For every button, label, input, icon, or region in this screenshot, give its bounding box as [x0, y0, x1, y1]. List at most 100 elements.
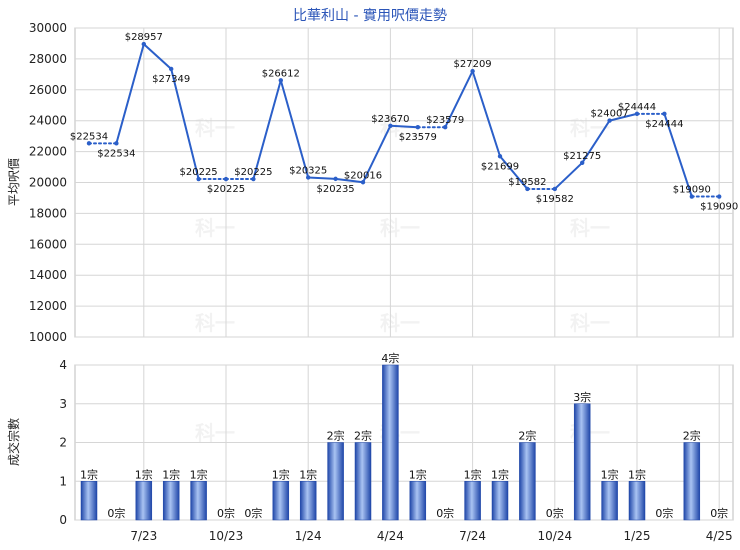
- volume-tick-label: 3: [59, 397, 67, 411]
- volume-bar: [272, 481, 290, 521]
- volume-data-label: 2宗: [354, 429, 372, 443]
- watermark-text: 科一: [380, 116, 420, 140]
- volume-data-label: 0宗: [546, 506, 564, 520]
- price-axis-label: 平均呎價: [7, 158, 21, 206]
- x-tick-label: 4/25: [706, 529, 733, 543]
- chart-title: 比華利山 - 實用呎價走勢: [293, 7, 447, 24]
- price-tick-label: 20000: [29, 176, 67, 190]
- price-data-label: $23670: [371, 114, 409, 125]
- watermark-text: 科一: [380, 311, 420, 335]
- price-line-segment: [444, 70, 474, 129]
- watermark-text: 科一: [570, 311, 610, 335]
- price-line-segment: [663, 112, 693, 198]
- price-point: [689, 194, 694, 199]
- volume-tick-label: 2: [59, 436, 67, 450]
- volume-bar: [628, 481, 646, 521]
- price-point: [251, 176, 256, 182]
- price-data-label: $23579: [426, 115, 464, 126]
- price-point: [388, 123, 393, 128]
- watermark-text: 科一: [380, 216, 420, 240]
- price-data-label: $27209: [454, 59, 492, 70]
- volume-bar: [519, 442, 536, 521]
- price-point: [169, 66, 174, 72]
- volume-bar: [464, 481, 481, 521]
- price-data-label: $19582: [536, 194, 574, 205]
- price-tick-label: 10000: [29, 330, 67, 344]
- price-data-label: $26612: [262, 68, 300, 79]
- volume-bar: [327, 442, 344, 521]
- price-line-segment: [170, 67, 200, 181]
- volume-tick-label: 4: [59, 358, 67, 372]
- price-data-label: $23579: [399, 132, 437, 143]
- price-line-segment: [307, 176, 337, 180]
- price-point: [306, 175, 311, 180]
- price-line-segment: [362, 124, 392, 184]
- volume-data-label: 1宗: [491, 467, 509, 481]
- price-point: [525, 186, 530, 192]
- price-tick-label: 12000: [29, 299, 67, 313]
- volume-bar: [135, 481, 153, 521]
- price-line-segment: [115, 43, 145, 145]
- volume-data-label: 1宗: [162, 467, 180, 481]
- price-point: [634, 111, 640, 117]
- volume-data-label: 1宗: [628, 467, 646, 481]
- price-data-label: $20235: [317, 184, 355, 195]
- price-point: [580, 160, 585, 166]
- price-point: [497, 154, 503, 159]
- price-data-label: $24444: [645, 119, 683, 130]
- volume-bar: [491, 481, 509, 521]
- volume-bar: [601, 481, 618, 521]
- x-tick-label: 10/24: [538, 529, 573, 543]
- price-point: [552, 186, 557, 192]
- price-data-label: $27349: [152, 74, 190, 85]
- price-data-label: $19582: [508, 177, 546, 188]
- volume-axis-label: 成交宗數: [6, 418, 21, 466]
- volume-tick-label: 1: [59, 474, 67, 488]
- volume-axis-ticks: 0 1 2 3 4: [59, 358, 67, 527]
- volume-bar: [190, 481, 207, 521]
- volume-data-label: 0宗: [217, 506, 235, 520]
- volume-data-label: 2宗: [683, 429, 701, 443]
- price-tick-label: 16000: [29, 237, 67, 251]
- volume-data-label: 3宗: [573, 390, 591, 404]
- price-point: [360, 180, 366, 185]
- volume-bar: [683, 442, 701, 521]
- watermark-text: 科一: [195, 116, 235, 140]
- price-data-label: $20016: [344, 170, 382, 181]
- x-axis-ticks: 7/23 10/23 1/24 4/24 7/24 10/24 1/25 4/25: [130, 529, 732, 543]
- price-line-segment: [553, 161, 584, 190]
- price-point: [470, 68, 475, 74]
- price-axis-ticks: 10000 12000 14000 16000 18000 20000 22000 24000…: [29, 21, 67, 344]
- price-point: [662, 111, 667, 117]
- price-data-label: $28957: [125, 32, 163, 43]
- volume-data-label: 2宗: [327, 429, 345, 443]
- volume-bar: [409, 481, 427, 521]
- price-line-segment: [499, 155, 529, 190]
- volume-bar: [299, 481, 317, 521]
- price-tick-label: 18000: [29, 206, 67, 220]
- price-data-label: $20325: [289, 165, 327, 176]
- volume-data-label: 2宗: [518, 429, 536, 443]
- price-data-label: $20225: [234, 167, 272, 178]
- watermark-text: 科一: [195, 311, 235, 335]
- price-data-label: $20225: [207, 184, 245, 195]
- price-line-segment: [334, 177, 364, 184]
- volume-data-label: 0宗: [710, 506, 728, 520]
- x-tick-label: 10/23: [209, 529, 244, 543]
- volume-data-label: 0宗: [655, 506, 673, 520]
- price-data-label: $19090: [700, 202, 738, 213]
- price-data-label: $21275: [563, 151, 601, 162]
- price-data-label: $20225: [180, 167, 218, 178]
- price-tick-label: 14000: [29, 268, 67, 282]
- price-line-segment: [279, 79, 310, 179]
- volume-bars: 1宗 0宗 1宗 1宗 1宗 0宗 0宗 1宗 1宗 2宗 2宗 4宗 1宗 0宗 1宗 1宗 2宗 0宗 3宗 1宗…: [80, 351, 728, 521]
- x-tick-label: 4/24: [377, 529, 404, 543]
- price-series: $22534 $22534 $28957 $27349 $20225 $20225 $202…: [70, 32, 738, 212]
- volume-bar: [162, 481, 180, 521]
- volume-data-label: 0宗: [107, 506, 125, 520]
- watermark-text: 科一: [570, 216, 610, 240]
- volume-data-label: 1宗: [464, 467, 482, 481]
- price-point: [443, 125, 448, 130]
- volume-data-label: 1宗: [601, 467, 619, 481]
